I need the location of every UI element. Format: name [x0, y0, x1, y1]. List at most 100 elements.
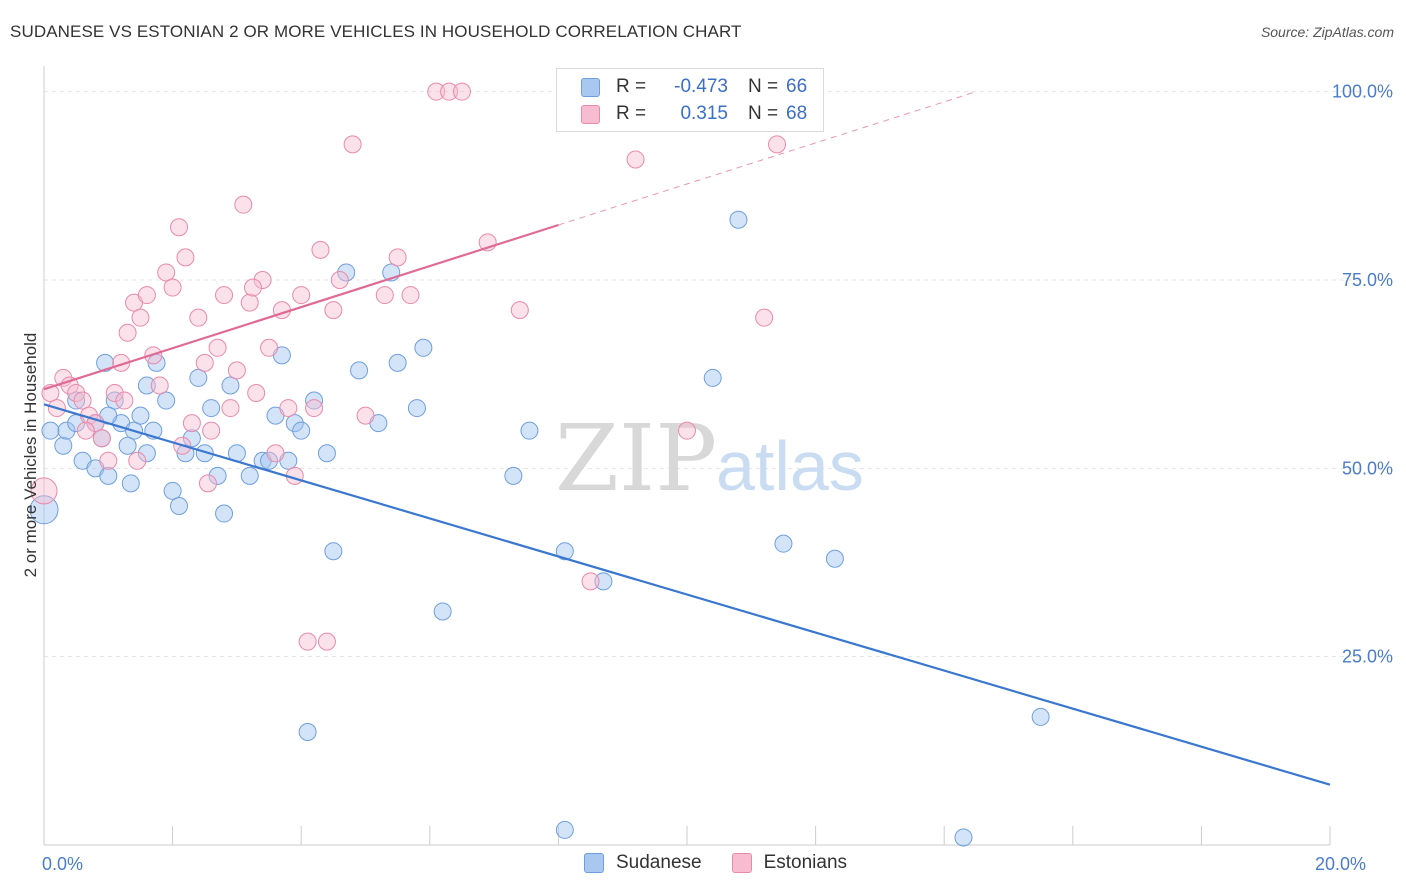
estonian-point	[298, 632, 317, 651]
watermark-atlas: atlas	[716, 427, 864, 505]
estonian-point	[240, 293, 259, 312]
r-value-estonians: 0.315	[680, 103, 728, 124]
estonian-point	[452, 82, 471, 101]
estonian-point	[510, 301, 529, 320]
x-tick-label: 20.0%	[1315, 854, 1366, 874]
estonian-point	[311, 240, 330, 259]
sudanese-point	[774, 534, 793, 553]
sudanese-point	[157, 391, 176, 410]
sudanese-point	[137, 376, 156, 395]
estonian-point	[401, 286, 420, 305]
sudanese-point	[131, 406, 150, 425]
legend-swatch-estonians	[581, 104, 600, 124]
sudanese-point	[121, 474, 140, 493]
watermark-zip: ZIP	[555, 405, 717, 512]
y-tick-label: 75.0%	[1342, 270, 1393, 290]
estonian-point	[99, 451, 118, 470]
sudanese-point	[555, 542, 574, 561]
estonian-point	[137, 286, 156, 305]
legend-swatch-sudanese	[581, 77, 600, 97]
legend-item-sudanese[interactable]: Sudanese	[584, 852, 702, 874]
estonian-point	[163, 278, 182, 297]
stats-legend: R = -0.473 N = 66 R = 0.315 N = 68	[556, 68, 824, 132]
estonian-point	[131, 308, 150, 327]
estonian-trend-extension	[558, 91, 977, 226]
sudanese-point	[337, 263, 356, 282]
estonian-point	[221, 399, 240, 418]
sudanese-point	[202, 399, 221, 418]
y-tick-label: 100.0%	[1332, 82, 1393, 102]
legend-item-estonians[interactable]: Estonians	[731, 852, 848, 874]
estonian-point	[253, 271, 272, 289]
estonian-point	[30, 477, 58, 505]
n-value-estonians: 68	[786, 103, 808, 124]
estonian-point	[243, 278, 262, 297]
estonian-point	[678, 421, 696, 440]
estonian-point	[202, 421, 221, 440]
estonian-point	[73, 391, 92, 410]
estonian-point	[182, 414, 201, 433]
estonian-point	[92, 429, 111, 448]
estonian-point	[60, 376, 79, 395]
estonian-point	[260, 338, 279, 357]
points-layer	[29, 82, 1050, 847]
estonian-point	[227, 361, 246, 380]
sudanese-point	[170, 497, 189, 515]
sudanese-point	[182, 429, 201, 448]
estonian-point	[581, 572, 600, 591]
estonian-point	[330, 271, 349, 289]
y-tick-label: 25.0%	[1342, 647, 1393, 667]
series-legend: Sudanese Estonians	[584, 852, 877, 874]
sudanese-point	[520, 421, 539, 440]
estonian-point	[189, 308, 208, 327]
estonian-point	[440, 82, 459, 101]
estonian-point	[375, 286, 394, 305]
estonian-point	[317, 632, 336, 651]
tick-labels: 100.0% 75.0% 50.0% 25.0% 0.0% 20.0%	[42, 82, 1393, 874]
estonian-point	[208, 338, 227, 357]
r-label: R =	[616, 76, 647, 97]
sudanese-point	[260, 451, 279, 470]
estonian-point	[128, 451, 147, 470]
watermark: ZIP atlas	[555, 405, 864, 512]
sudanese-point	[29, 495, 59, 525]
sudanese-point	[189, 368, 208, 387]
sudanese-point	[96, 353, 115, 372]
estonian-point	[150, 376, 169, 395]
sudanese-point	[317, 444, 336, 463]
estonian-point	[76, 421, 95, 440]
legend-label-estonians: Estonians	[763, 852, 848, 873]
chart-title: SUDANESE VS ESTONIAN 2 OR MORE VEHICLES …	[10, 22, 742, 41]
estonian-point	[195, 353, 214, 372]
sudanese-point	[555, 820, 574, 839]
estonian-point	[388, 248, 407, 267]
x-tick-label: 0.0%	[42, 854, 83, 874]
sudanese-point	[221, 376, 240, 395]
estonian-point	[215, 286, 234, 305]
sudanese-trend-line	[43, 403, 1331, 786]
source-label: Source: ZipAtlas.com	[1260, 24, 1394, 40]
estonian-point	[305, 399, 324, 418]
estonian-point	[427, 82, 446, 101]
sudanese-point	[54, 436, 73, 455]
sudanese-point	[350, 361, 369, 380]
legend-swatch-sudanese	[584, 853, 604, 873]
estonian-point	[755, 308, 774, 327]
sudanese-point	[99, 466, 118, 485]
estonian-point	[292, 286, 311, 305]
estonian-point	[356, 406, 375, 425]
y-axis-label: 2 or more Vehicles in Household	[21, 333, 40, 578]
sudanese-point	[215, 504, 234, 523]
sudanese-point	[414, 338, 433, 357]
sudanese-point	[137, 444, 156, 463]
sudanese-point	[118, 436, 137, 455]
sudanese-point	[1031, 707, 1050, 726]
r-value-sudanese: -0.473	[674, 76, 728, 97]
sudanese-point	[305, 391, 324, 410]
sudanese-point	[729, 210, 748, 229]
estonian-trend-line	[43, 223, 559, 391]
trend-lines	[43, 91, 1331, 786]
estonian-point	[266, 444, 285, 463]
sudanese-point	[407, 399, 426, 418]
